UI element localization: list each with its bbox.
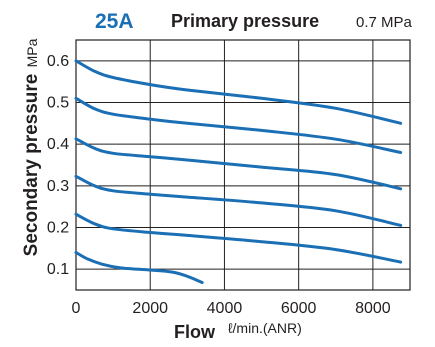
- x-axis-title: Flow: [174, 322, 216, 342]
- y-axis-unit: MPa: [24, 38, 40, 67]
- x-tick-label: 0: [72, 300, 81, 317]
- x-tick-label: 4000: [207, 300, 243, 317]
- panel-label: 25A: [95, 10, 134, 33]
- y-tick-label: 0.4: [47, 136, 69, 153]
- x-axis-unit: ℓ/min.(ANR): [228, 320, 302, 336]
- x-tick-label: 8000: [355, 300, 391, 317]
- y-tick-label: 0.5: [47, 95, 69, 112]
- y-tick-label: 0.2: [47, 220, 69, 237]
- y-axis-title: Secondary pressure: [21, 74, 42, 257]
- primary-pressure-label: Primary pressure: [171, 11, 319, 31]
- y-tick-label: 0.1: [47, 261, 69, 278]
- x-tick-label: 6000: [281, 300, 317, 317]
- primary-pressure-value: 0.7 MPa: [356, 14, 413, 31]
- y-tick-label: 0.3: [47, 178, 69, 195]
- x-tick-label: 2000: [132, 300, 168, 317]
- y-tick-label: 0.6: [47, 53, 69, 70]
